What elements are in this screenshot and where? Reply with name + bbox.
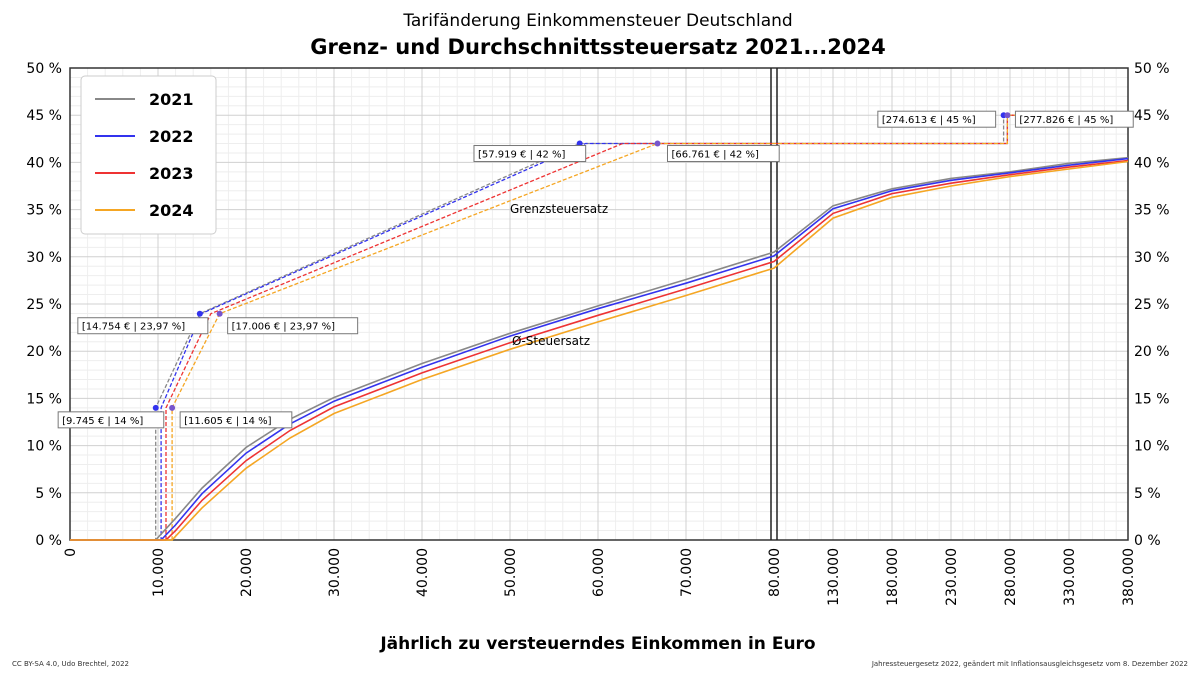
y-tick-label-right: 45 % <box>1134 108 1170 124</box>
annotation-point <box>1004 112 1011 119</box>
annotation-point <box>654 140 661 147</box>
plot-frame <box>69 67 1129 541</box>
y-tick-label-left: 30 % <box>26 250 62 266</box>
footer-license: CC BY-SA 4.0, Udo Brechtel, 2022 <box>12 660 129 668</box>
y-tick-label-right: 15 % <box>1134 391 1170 407</box>
annotation-box <box>179 411 293 429</box>
y-tick-label-left: 20 % <box>26 344 62 360</box>
chart-subtitle: Tarifänderung Einkommensteuer Deutschlan… <box>402 11 792 31</box>
annotation-label: [57.919 € | 42 %] <box>478 150 566 161</box>
marginal-rate-line-2024 <box>70 114 1128 541</box>
x-tick-label: 80.000 <box>767 548 783 597</box>
y-tick-label-right: 35 % <box>1134 203 1170 219</box>
x-tick-label: 20.000 <box>239 548 255 597</box>
y-tick-label-left: 25 % <box>26 297 62 313</box>
legend-label-2023: 2023 <box>149 164 194 183</box>
marginal-rate-line-2023 <box>70 114 1128 541</box>
x-tick-label: 180.000 <box>885 548 901 606</box>
annotation-point <box>216 310 223 317</box>
x-tick-label: 130.000 <box>826 548 842 606</box>
x-tick-label: 30.000 <box>327 548 343 597</box>
average-rate-line-2022 <box>70 157 1129 541</box>
x-axis-label: Jährlich zu versteuerndes Einkommen in E… <box>379 634 815 654</box>
y-axis: 0 % 0 % 5 % 5 % 10 % 10 % 15 % 15 % 20 % 20 % 25 %… <box>26 61 1169 549</box>
x-tick-label: 60.000 <box>591 548 607 597</box>
y-tick-label-left: 50 % <box>26 61 62 77</box>
average-rate-label: Ø-Steuersatz <box>512 334 590 348</box>
x-tick-label: 230.000 <box>944 548 960 606</box>
x-tick-label: 380.000 <box>1121 548 1137 606</box>
y-tick-label-left: 5 % <box>35 486 62 502</box>
y-tick-label-right: 30 % <box>1134 250 1170 266</box>
marginal-rate-label: Grenzsteuersatz <box>510 202 608 216</box>
average-rate-line-2021 <box>70 156 1129 541</box>
annotation-label: [274.613 € | 45 %] <box>882 115 976 126</box>
annotation-point <box>196 310 203 317</box>
x-tick-label: 70.000 <box>679 548 695 597</box>
average-rate-line-2023 <box>70 159 1129 541</box>
y-tick-label-right: 50 % <box>1134 61 1170 77</box>
y-tick-label-right: 0 % <box>1134 533 1161 549</box>
annotation-box <box>473 145 587 163</box>
annotation-label: [277.826 € | 45 %] <box>1019 115 1113 126</box>
y-tick-label-right: 10 % <box>1134 439 1170 455</box>
y-tick-label-right: 20 % <box>1134 344 1170 360</box>
y-tick-label-right: 5 % <box>1134 486 1161 502</box>
x-tick-label: 330.000 <box>1062 548 1078 606</box>
y-tick-label-left: 15 % <box>26 391 62 407</box>
legend-label-2024: 2024 <box>149 201 194 220</box>
x-tick-label: 40.000 <box>415 548 431 597</box>
y-tick-label-right: 25 % <box>1134 297 1170 313</box>
x-tick-label: 0 <box>63 548 79 557</box>
annotation-box <box>227 317 359 335</box>
x-tick-label: 280.000 <box>1003 548 1019 606</box>
annotation-point <box>169 404 176 411</box>
annotation-point <box>152 404 159 411</box>
annotations: [9.745 € | 14 %] [11.605 € | 14 %] [14.754… <box>57 110 1134 429</box>
y-tick-label-right: 40 % <box>1134 155 1170 171</box>
y-tick-label-left: 0 % <box>35 533 62 549</box>
x-tick-label: 50.000 <box>503 548 519 597</box>
legend: 2021 2022 2023 2024 <box>80 75 217 235</box>
annotation-label: [11.605 € | 14 %] <box>184 416 272 427</box>
average-rate-line-2024 <box>70 160 1129 541</box>
annotation-box <box>77 317 209 335</box>
annotation-label: [14.754 € | 23,97 %] <box>82 322 185 333</box>
series-lines <box>70 114 1129 541</box>
annotation-label: [66.761 € | 42 %] <box>671 150 759 161</box>
y-tick-label-left: 10 % <box>26 439 62 455</box>
legend-label-2022: 2022 <box>149 127 194 146</box>
x-tick-label: 10.000 <box>151 548 167 597</box>
annotation-label: [9.745 € | 14 %] <box>62 416 143 427</box>
annotation-box <box>1014 110 1134 128</box>
y-tick-label-left: 45 % <box>26 108 62 124</box>
y-tick-label-left: 35 % <box>26 203 62 219</box>
legend-box <box>80 75 217 235</box>
x-axis: 0 10.000 20.000 30.000 40.000 50.000 60.000 70.… <box>63 548 1137 606</box>
marginal-rate-line-2021 <box>70 114 1128 541</box>
annotation-label: [17.006 € | 23,97 %] <box>232 322 335 333</box>
legend-label-2021: 2021 <box>149 90 194 109</box>
chart-title: Grenz- und Durchschnittssteuersatz 2021.… <box>310 35 885 59</box>
annotation-box <box>666 145 780 163</box>
footer-source: Jahressteuergesetz 2022, geändert mit In… <box>871 660 1188 668</box>
annotation-box <box>57 411 165 429</box>
annotation-box <box>877 110 997 128</box>
y-tick-label-left: 40 % <box>26 155 62 171</box>
